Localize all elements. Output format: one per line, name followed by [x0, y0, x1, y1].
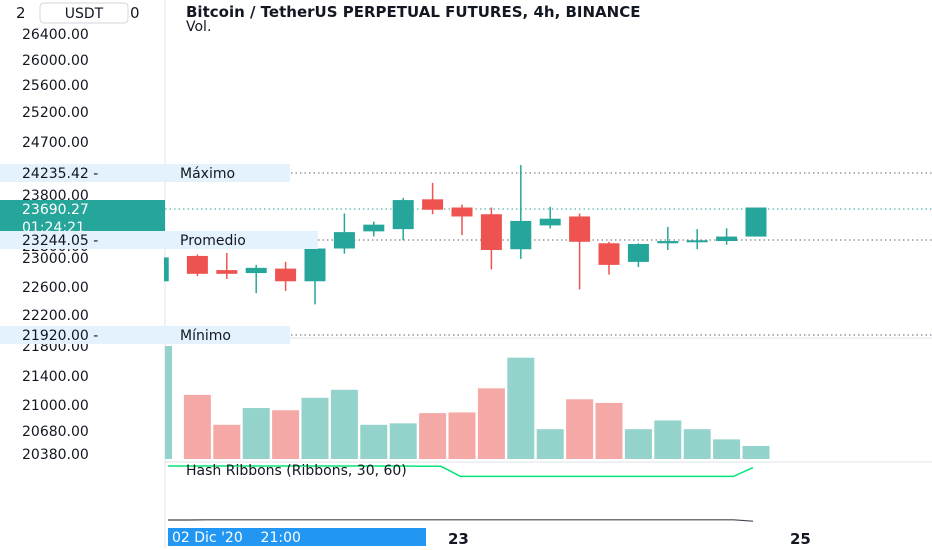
candle-body [245, 267, 267, 274]
candle-body [275, 268, 297, 282]
candle-body [480, 214, 502, 250]
candle-body [304, 248, 326, 282]
candle-body [451, 207, 473, 217]
marker-name: Máximo [180, 166, 235, 182]
volume-bar [507, 357, 535, 459]
candlestick-series [164, 165, 767, 305]
currency-badge[interactable] [39, 2, 129, 24]
candle-body [716, 236, 738, 242]
volume-tick: 20380.00 [22, 447, 89, 463]
candle-body [216, 270, 238, 274]
indicator-legend: Hash Ribbons (Ribbons, 30, 60) [186, 463, 407, 479]
volume-bar [165, 346, 172, 459]
volume-tick: 21000.00 [22, 398, 89, 414]
candle-body [569, 216, 591, 242]
marker-value: 21920.00 - [22, 328, 98, 344]
price-tick: 26400.00 [22, 27, 89, 43]
chart-title: Bitcoin / TetherUS PERPETUAL FUTURES, 4h… [186, 3, 640, 21]
price-tick: 22600.00 [22, 280, 89, 296]
volume-bar [242, 408, 270, 459]
marker-box [0, 164, 290, 182]
volume-bar [624, 429, 652, 459]
volume-bar [213, 424, 241, 459]
candle-body [598, 243, 620, 265]
candle-body [627, 244, 649, 262]
currency-label[interactable]: USDT [65, 6, 104, 22]
volume-bar [742, 445, 770, 459]
hash-ribbons-fast-line [168, 465, 754, 478]
time-tick-23: 23 [448, 530, 469, 548]
volume-bar [713, 439, 741, 459]
candle-body [686, 240, 708, 243]
price-tick: 24700.00 [22, 135, 89, 151]
current-price-label: 23690.27 [22, 202, 89, 218]
hash-ribbons-slow-line [168, 519, 754, 522]
price-tick: 22200.00 [22, 308, 89, 324]
hash-ribbons-series [168, 465, 754, 522]
volume-tick: 21400.00 [22, 369, 89, 385]
time-crosshair-label: 02 Dic '20 21:00 [172, 530, 301, 546]
marker-box [0, 231, 318, 249]
volume-series [165, 346, 770, 459]
volume-bar [477, 388, 505, 459]
volume-bar [595, 402, 623, 459]
volume-bar [566, 399, 594, 459]
candle-body [539, 218, 561, 226]
volume-bar [419, 413, 447, 459]
price-tick: 25600.00 [22, 78, 89, 94]
candle-body [510, 220, 532, 250]
volume-bar [183, 394, 211, 459]
volume-bar [654, 420, 682, 459]
marker-box [0, 326, 290, 344]
candle-body [392, 200, 414, 230]
volume-bar [330, 389, 358, 459]
candle-body [186, 255, 208, 274]
volume-bar [301, 397, 329, 459]
volume-bar [536, 429, 564, 459]
candle-body [745, 207, 767, 237]
volume-bar [683, 429, 711, 459]
price-tick: 26000.00 [22, 53, 89, 69]
candle-body [333, 232, 355, 249]
price-tick-top: 2 [16, 4, 26, 22]
volume-bar [272, 410, 300, 459]
marker-name: Promedio [180, 233, 246, 249]
candle-body [422, 199, 444, 210]
price-scale[interactable]: 26400.00 26000.00 25600.00 25200.00 24700.00… [22, 27, 89, 324]
candle-body [164, 257, 168, 282]
currency-partial-zero: 0 [130, 4, 140, 22]
time-tick-25: 25 [790, 530, 811, 548]
volume-tick: 20680.00 [22, 424, 89, 440]
time-crosshair-box [168, 528, 426, 546]
price-tick: 23000.00 [22, 251, 89, 267]
volume-bar [360, 424, 388, 459]
volume-legend: Vol. [186, 19, 211, 35]
volume-bar [389, 423, 417, 459]
candle-body [657, 241, 679, 244]
marker-name: Mínimo [180, 328, 231, 344]
candle-body [363, 224, 385, 232]
volume-bar [448, 412, 476, 459]
price-markers: 24235.42 - Máximo23690.2701:24:2123244.05… [0, 164, 318, 344]
marker-value: 23244.05 - [22, 233, 98, 249]
price-tick: 25200.00 [22, 105, 89, 121]
marker-value: 24235.42 - [22, 166, 98, 182]
